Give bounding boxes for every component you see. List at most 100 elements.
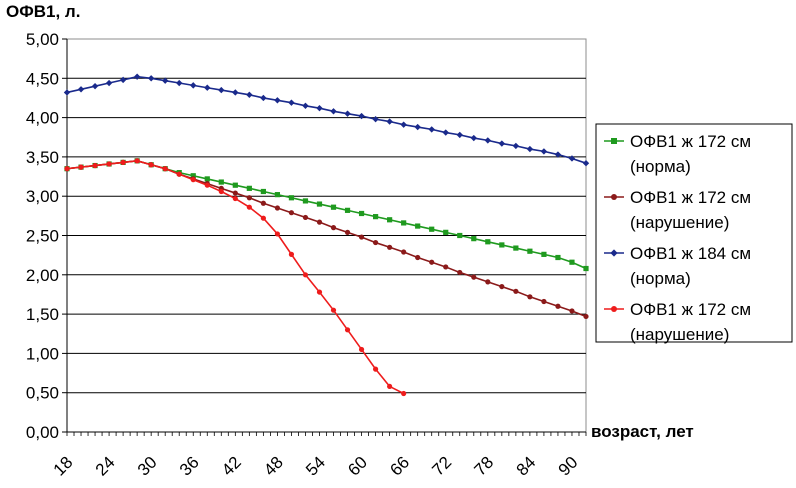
data-point [386, 118, 393, 125]
data-point [260, 94, 267, 102]
data-point [583, 265, 589, 272]
data-point [344, 207, 351, 213]
data-point [246, 185, 252, 191]
data-point [288, 251, 295, 257]
data-point [218, 188, 224, 195]
x-tick-label: 30 [134, 453, 161, 480]
data-point [106, 161, 112, 167]
data-point [428, 126, 435, 133]
x-tick-label: 42 [218, 453, 245, 480]
y-tick-label: 3,50 [26, 148, 59, 167]
data-point [133, 73, 141, 80]
data-point [92, 162, 98, 169]
data-point [401, 249, 407, 255]
data-point [610, 249, 618, 257]
data-point [218, 179, 224, 185]
data-point [442, 129, 449, 136]
data-point [218, 86, 225, 94]
data-point [569, 259, 575, 265]
data-point [232, 182, 238, 188]
data-point [274, 205, 281, 211]
data-point [91, 82, 99, 90]
y-tick-label: 0,50 [26, 384, 59, 403]
data-point [162, 166, 168, 172]
data-point [358, 112, 365, 120]
data-point [77, 86, 85, 93]
data-point [372, 239, 379, 246]
legend-label: ОФВ1 ж 172 см [630, 188, 751, 207]
x-tick-label: 84 [513, 453, 540, 480]
data-point [387, 244, 393, 250]
data-point [204, 176, 210, 182]
data-point [274, 97, 281, 104]
data-point [358, 210, 365, 217]
data-point [63, 89, 71, 96]
data-point [148, 162, 154, 168]
y-tick-label: 4,00 [26, 109, 59, 128]
data-point [316, 289, 323, 295]
data-point [302, 198, 309, 204]
data-point [527, 294, 533, 300]
data-point [512, 142, 520, 150]
x-tick-label: 78 [471, 453, 498, 480]
data-point [400, 121, 407, 128]
legend-label-sub: (норма) [630, 269, 691, 288]
data-point [260, 215, 266, 221]
data-point [204, 84, 211, 91]
data-point [456, 131, 463, 139]
data-point [372, 115, 379, 123]
data-point [260, 188, 266, 195]
data-point [555, 303, 561, 309]
data-point [344, 327, 351, 333]
data-point [119, 76, 127, 84]
data-point [344, 229, 351, 235]
data-point [176, 79, 183, 87]
data-point [274, 231, 281, 237]
x-axis-title: возраст, лет [591, 422, 694, 441]
data-point [513, 245, 519, 251]
data-point [526, 145, 534, 153]
data-point [415, 223, 421, 229]
x-tick-label: 66 [386, 453, 413, 480]
x-tick-label: 24 [92, 453, 119, 480]
data-point [372, 366, 379, 372]
x-tick-label: 48 [260, 453, 287, 480]
data-point [471, 274, 477, 280]
data-point [302, 102, 309, 110]
data-point [288, 195, 295, 201]
y-tick-label: 1,00 [26, 344, 59, 363]
data-point [232, 89, 239, 96]
data-point [204, 182, 210, 188]
data-point [358, 234, 365, 240]
data-point [64, 166, 70, 172]
x-tick-label: 36 [176, 453, 203, 480]
data-point [161, 77, 169, 84]
data-point [484, 137, 492, 144]
data-point [457, 269, 463, 276]
data-point [611, 194, 617, 200]
x-tick-label: 60 [344, 453, 371, 480]
data-point [387, 383, 393, 390]
legend-label: ОФВ1 ж 172 см [630, 300, 751, 319]
y-axis-title: ОФВ1, л. [6, 2, 80, 21]
data-point [302, 214, 309, 221]
series-4 [64, 158, 407, 397]
data-point [429, 259, 435, 265]
data-point [190, 173, 196, 179]
data-point [470, 134, 477, 142]
x-tick-label: 90 [555, 453, 582, 480]
data-point [387, 217, 393, 223]
y-tick-label: 1,50 [26, 305, 59, 324]
data-point [611, 138, 617, 144]
data-point [498, 140, 506, 147]
data-point [401, 220, 407, 226]
data-point [232, 190, 238, 196]
data-point [414, 123, 421, 131]
legend-label-sub: (нарушение) [630, 213, 729, 232]
data-point [611, 306, 617, 312]
data-point [330, 307, 337, 313]
data-point [471, 236, 477, 242]
data-point [246, 195, 252, 201]
